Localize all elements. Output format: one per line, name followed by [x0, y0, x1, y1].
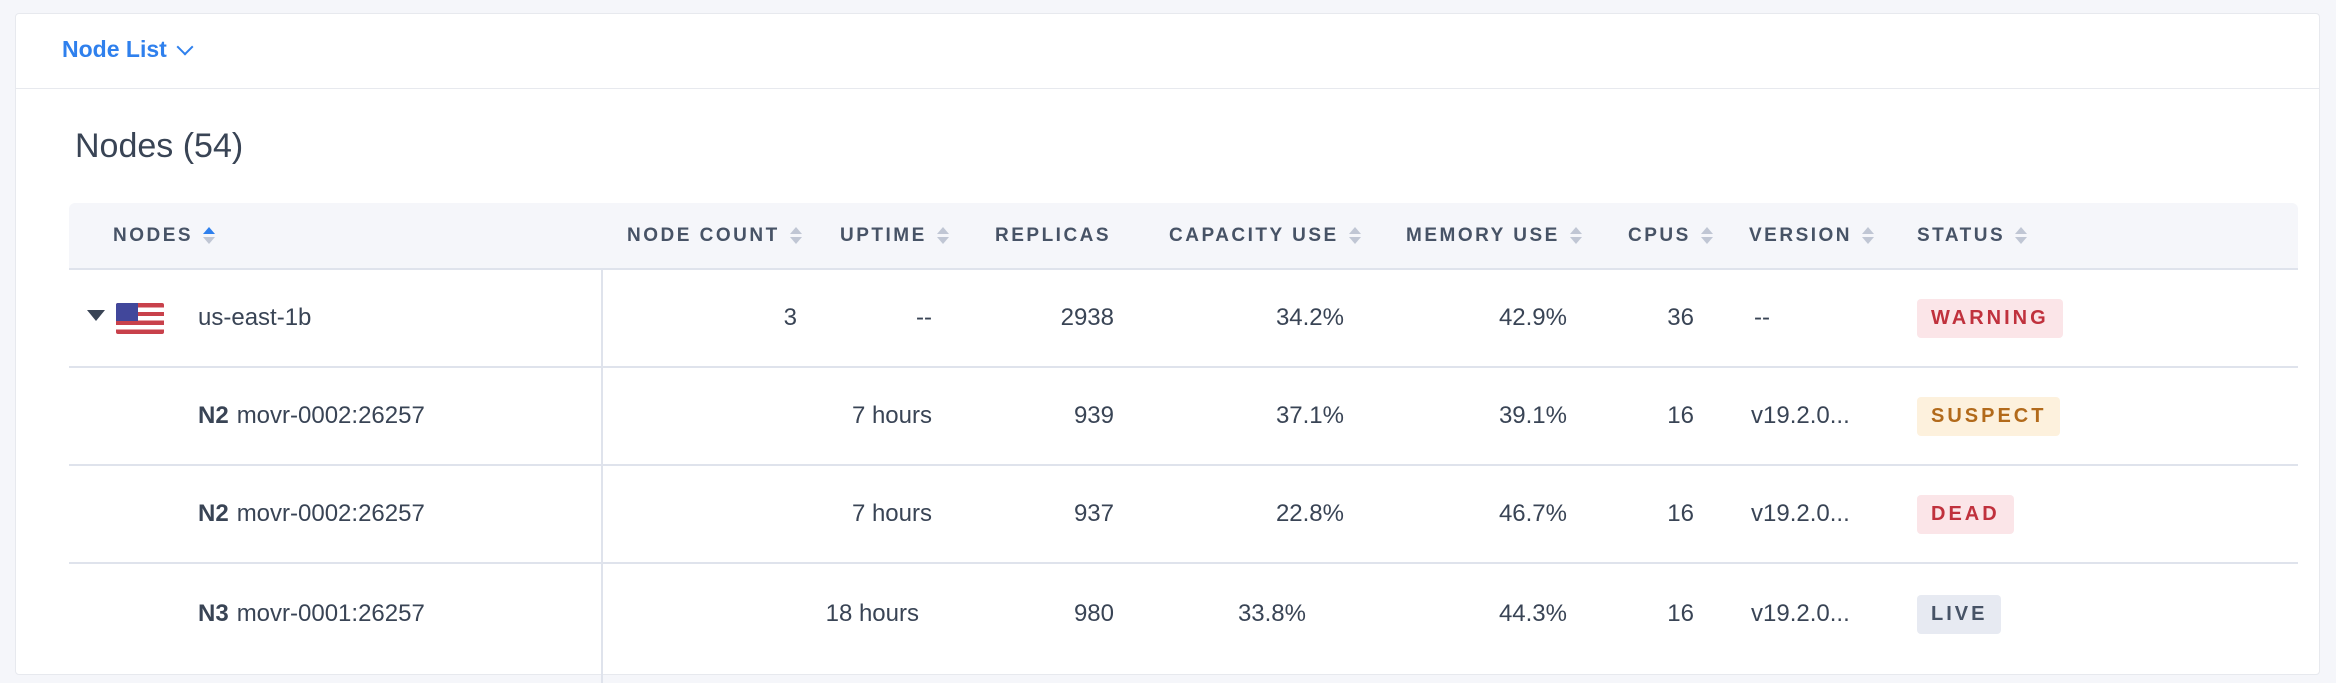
- column-header-uptime[interactable]: UPTIME: [840, 203, 949, 268]
- table-row[interactable]: N2 movr-0002:26257 7 hours 937 22.8% 46.7…: [69, 466, 2298, 564]
- column-label: UPTIME: [840, 224, 927, 246]
- column-label: CAPACITY USE: [1169, 224, 1339, 246]
- memory-use: 42.9%: [1498, 304, 1567, 331]
- column-header-version[interactable]: VERSION: [1749, 203, 1875, 268]
- table-header: NODES NODE COUNT UPTIME REPLICAS CAPACIT…: [69, 203, 2298, 270]
- column-label: CPUS: [1628, 224, 1691, 246]
- capacity-use: 34.2%: [1275, 304, 1344, 331]
- replicas: 939: [1073, 402, 1114, 429]
- node-address: movr-0002:26257: [236, 402, 425, 429]
- status-cell: DEAD: [1917, 466, 2014, 562]
- node-address: movr-0002:26257: [236, 500, 425, 527]
- node-id: N2: [198, 500, 229, 527]
- cpus: 16: [1667, 402, 1694, 429]
- column-label: NODE COUNT: [627, 224, 780, 246]
- capacity-use: 37.1%: [1275, 402, 1344, 429]
- cpus: 16: [1667, 600, 1694, 627]
- memory-use: 46.7%: [1498, 500, 1567, 527]
- status-badge: SUSPECT: [1917, 396, 2061, 436]
- column-header-memory-use[interactable]: MEMORY USE: [1406, 203, 1582, 268]
- column-divider: [601, 203, 603, 683]
- nodes-table: NODES NODE COUNT UPTIME REPLICAS CAPACIT…: [69, 203, 2298, 683]
- column-header-node-count[interactable]: NODE COUNT: [627, 203, 802, 268]
- sort-icon: [203, 227, 216, 244]
- status-badge: LIVE: [1917, 594, 2002, 634]
- table-row[interactable]: N3 movr-0001:26257 18 hours 980 33.8% 44.…: [69, 564, 2298, 664]
- status-cell: WARNING: [1917, 270, 2063, 366]
- replicas: 980: [1073, 600, 1114, 627]
- node-list-dropdown[interactable]: Node List: [62, 36, 194, 63]
- sort-icon: [1569, 227, 1582, 244]
- cpus: 36: [1667, 304, 1694, 331]
- us-flag-icon: [116, 303, 164, 334]
- uptime: 18 hours: [825, 600, 919, 627]
- replicas: 937: [1073, 500, 1114, 527]
- card-header: Node List: [16, 14, 2319, 89]
- chevron-down-icon: [176, 38, 194, 55]
- column-header-capacity-use[interactable]: CAPACITY USE: [1169, 203, 1361, 268]
- status-badge: DEAD: [1917, 494, 2014, 534]
- version: --: [1754, 304, 1770, 331]
- collapse-caret-icon[interactable]: [87, 310, 105, 321]
- capacity-use: 22.8%: [1275, 500, 1344, 527]
- column-label: REPLICAS: [995, 224, 1112, 246]
- column-label: MEMORY USE: [1406, 224, 1560, 246]
- status-cell: LIVE: [1917, 564, 2002, 664]
- table-row[interactable]: N2 movr-0002:26257 7 hours 939 37.1% 39.1…: [69, 368, 2298, 466]
- version: v19.2.0...: [1751, 500, 1850, 527]
- memory-use: 44.3%: [1498, 600, 1567, 627]
- column-header-nodes[interactable]: NODES: [113, 203, 216, 268]
- column-label: NODES: [113, 224, 194, 246]
- sort-icon: [1348, 227, 1361, 244]
- version: v19.2.0...: [1751, 402, 1850, 429]
- status-badge: WARNING: [1917, 298, 2063, 338]
- region-name: us-east-1b: [198, 304, 312, 331]
- cpus: 16: [1667, 500, 1694, 527]
- node-id: N2: [198, 402, 229, 429]
- node-name[interactable]: N3 movr-0001:26257: [198, 564, 425, 664]
- node-count: 3: [783, 304, 797, 331]
- page-title: Nodes (54): [75, 127, 244, 165]
- replicas: 2938: [1060, 304, 1114, 331]
- column-header-replicas[interactable]: REPLICAS: [995, 203, 1111, 268]
- node-name[interactable]: N2 movr-0002:26257: [198, 368, 425, 464]
- sort-icon: [1700, 227, 1713, 244]
- sort-icon: [2015, 227, 2028, 244]
- region-row[interactable]: us-east-1b 3 -- 2938 34.2% 42.9% 36 -- W…: [69, 270, 2298, 368]
- version: v19.2.0...: [1751, 600, 1850, 627]
- node-address: movr-0001:26257: [236, 600, 425, 627]
- node-id: N3: [198, 600, 229, 627]
- node-list-card: Node List Nodes (54) NODES NODE COUNT UP…: [15, 13, 2320, 683]
- column-header-cpus[interactable]: CPUS: [1628, 203, 1713, 268]
- uptime: 7 hours: [851, 500, 932, 527]
- sort-icon: [936, 227, 949, 244]
- uptime: --: [916, 304, 932, 331]
- memory-use: 39.1%: [1498, 402, 1567, 429]
- column-label: VERSION: [1749, 224, 1853, 246]
- sort-icon: [1862, 227, 1875, 244]
- uptime: 7 hours: [851, 402, 932, 429]
- node-list-dropdown-label: Node List: [62, 36, 167, 62]
- column-label: STATUS: [1917, 224, 2006, 246]
- capacity-use: 33.8%: [1237, 600, 1306, 627]
- sort-icon: [789, 227, 802, 244]
- status-cell: SUSPECT: [1917, 368, 2061, 464]
- column-header-status[interactable]: STATUS: [1917, 203, 2028, 268]
- node-name[interactable]: N2 movr-0002:26257: [198, 466, 425, 562]
